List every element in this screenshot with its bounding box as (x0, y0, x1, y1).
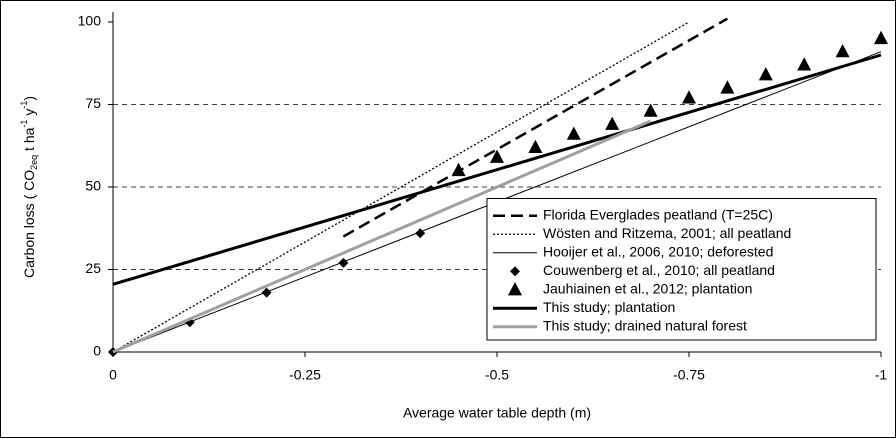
diamond-marker (261, 287, 272, 298)
triangle-marker (490, 149, 504, 163)
triangle-marker (451, 162, 466, 177)
triangle-marker (566, 126, 581, 140)
y-tick-label: 75 (85, 95, 101, 111)
legend-label: Wösten and Ritzema, 2001; all peatland (543, 225, 791, 241)
x-tick-label: -1 (875, 367, 888, 383)
triangle-marker (605, 116, 620, 130)
legend-label: Florida Everglades peatland (T=25C) (543, 206, 773, 222)
legend-label: This study; drained natural forest (543, 317, 747, 333)
y-tick-label: 25 (85, 260, 101, 276)
y-label-part: t ha (21, 127, 37, 154)
series-line (112, 21, 690, 353)
x-tick-label: -0.75 (673, 367, 705, 383)
triangle-marker (508, 282, 522, 296)
x-tick-label: -0.25 (289, 367, 321, 383)
triangle-marker (758, 67, 773, 81)
triangle-marker (682, 90, 696, 104)
y-label-part: y (21, 109, 37, 120)
y-axis-label: Carbon loss ( CO2eq t ha-1 y-1) (19, 96, 39, 278)
legend-box (486, 198, 877, 341)
series-line (112, 119, 652, 354)
x-axis-label: Average water table depth (m) (403, 405, 591, 421)
y-label-part: Carbon loss ( CO (21, 170, 37, 278)
triangle-marker (874, 30, 888, 45)
triangle-marker (720, 80, 735, 94)
triangle-marker (528, 139, 543, 153)
x-tick-label: 0 (109, 367, 117, 383)
series-line (112, 53, 882, 286)
diamond-marker (338, 257, 349, 268)
legend-label: Couwenberg et al., 2010; all peatland (543, 262, 775, 278)
y-label-part: -1 (19, 120, 29, 128)
triangle-marker (643, 103, 658, 117)
legend-label: Hooijer et al., 2006, 2010; deforested (543, 243, 773, 259)
x-tick-label: -0.5 (485, 367, 509, 383)
series-line (342, 17, 729, 238)
y-label-part: -1 (19, 101, 29, 109)
triangle-marker (835, 44, 850, 58)
y-tick-label: 50 (85, 178, 101, 194)
legend-label: Jauhiainen et al., 2012; plantation (543, 280, 752, 296)
triangle-marker (797, 57, 812, 71)
y-label-part: 2eq (29, 155, 39, 170)
y-label-part: ) (21, 96, 37, 101)
y-tick-label: 100 (78, 13, 102, 29)
diamond-marker (510, 266, 520, 277)
y-tick-label: 0 (93, 343, 101, 359)
diamond-marker (415, 228, 426, 239)
legend-label: This study; plantation (543, 299, 675, 315)
